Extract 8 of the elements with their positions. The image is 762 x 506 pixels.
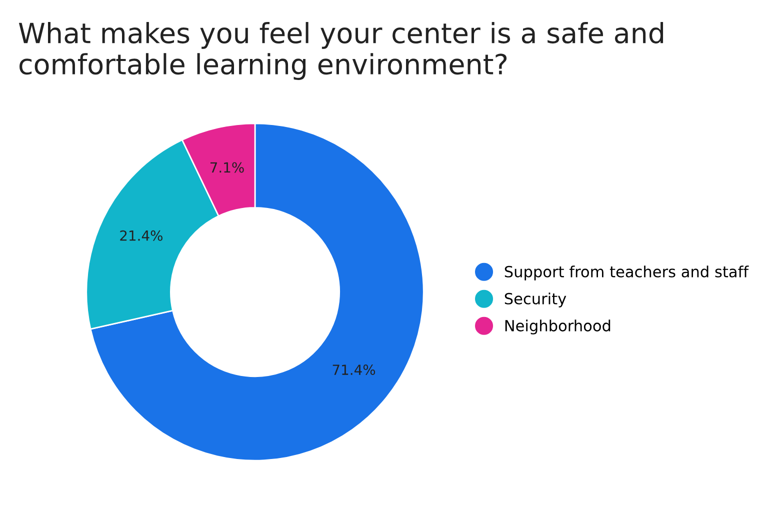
- donut-slice: [90, 122, 424, 462]
- legend-label: Security: [504, 292, 566, 308]
- data-label: 71.4%: [332, 364, 376, 376]
- data-label: 7.1%: [210, 162, 244, 173]
- legend-label: Support from teachers and staff: [504, 266, 749, 280]
- chart-title: What makes you feel your center is a safe and comfortable learning environment?: [18, 22, 664, 80]
- data-label: 21.4%: [120, 230, 162, 241]
- legend-label: Neighborhood: [505, 320, 610, 334]
